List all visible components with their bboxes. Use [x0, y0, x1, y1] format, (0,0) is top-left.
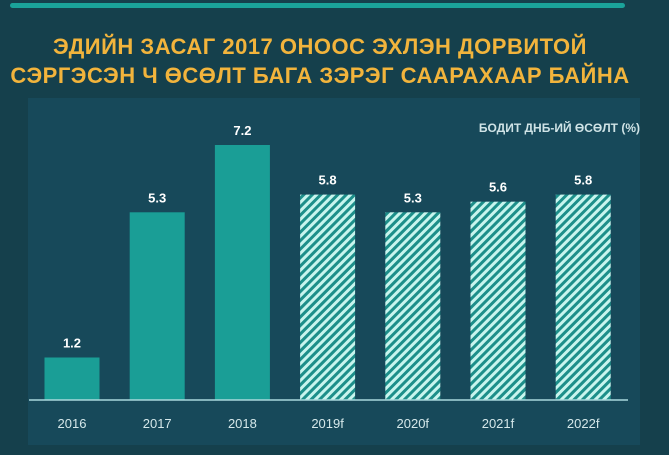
- x-tick-label-2017: 2017: [143, 416, 172, 431]
- value-label-2016: 1.2: [63, 336, 81, 351]
- x-tick-label-2022f: 2022f: [567, 416, 600, 431]
- bar-2016: [44, 357, 100, 400]
- value-label-2020f: 5.3: [404, 190, 422, 205]
- chart-title-line-2: СЭРГЭСЭН Ч ӨСӨЛТ БАГА ЗЭРЭГ СААРАХААР БА…: [10, 63, 630, 88]
- value-label-2022f: 5.8: [574, 173, 592, 188]
- bar-2019f: [300, 194, 356, 400]
- bar-2022f: [555, 194, 611, 400]
- x-tick-label-2019f: 2019f: [311, 416, 344, 431]
- bar-2017: [129, 212, 185, 400]
- x-tick-label-2018: 2018: [228, 416, 257, 431]
- value-label-2019f: 5.8: [319, 173, 337, 188]
- x-tick-label-2021f: 2021f: [482, 416, 515, 431]
- value-label-2018: 7.2: [233, 123, 251, 138]
- x-tick-label-2020f: 2020f: [397, 416, 430, 431]
- bar-2018: [214, 145, 270, 400]
- legend-label: БОДИТ ДНБ-ИЙ ӨСӨЛТ (%): [479, 120, 640, 135]
- value-label-2017: 5.3: [148, 190, 166, 205]
- x-tick-label-2016: 2016: [58, 416, 87, 431]
- value-label-2021f: 5.6: [489, 180, 507, 195]
- bar-2021f: [470, 201, 526, 400]
- top-accent-line: [10, 3, 625, 8]
- bar-2020f: [385, 212, 441, 400]
- chart-title-line-1: ЭДИЙН ЗАСАГ 2017 ОНООС ЭХЛЭН ДОРВИТОЙ: [53, 34, 587, 59]
